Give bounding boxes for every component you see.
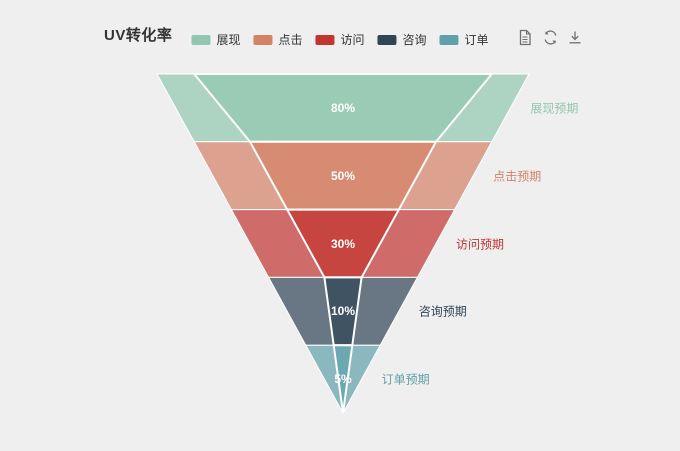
funnel-inside-value-label: 5% — [334, 372, 352, 387]
save-image-icon[interactable] — [567, 29, 583, 46]
legend-item-点击[interactable]: 点击 — [253, 31, 302, 48]
legend-swatch-icon — [191, 34, 211, 45]
funnel-expected-label: 咨询预期 — [418, 304, 467, 319]
funnel-inside-value-label: 80% — [330, 100, 356, 115]
funnel-expected-label: 展现预期 — [530, 101, 579, 116]
funnel-segment-actual-订单[interactable] — [332, 344, 354, 414]
funnel-expected-label: 访问预期 — [456, 237, 505, 251]
legend-item-label: 展现 — [216, 33, 241, 47]
funnel-expected-label: 点击预期 — [493, 169, 542, 184]
legend-item-label: 访问 — [340, 33, 365, 47]
legend-item-咨询[interactable]: 咨询 — [377, 31, 427, 48]
legend-swatch-icon — [377, 34, 397, 45]
chart-title: UV转化率 — [104, 27, 173, 44]
legend-item-label: 订单 — [464, 33, 489, 47]
legend-item-订单[interactable]: 订单 — [439, 31, 489, 48]
funnel-inside-value-label: 10% — [330, 304, 356, 319]
legend-item-展现[interactable]: 展现 — [191, 31, 240, 48]
legend-item-label: 点击 — [278, 33, 303, 47]
legend-item-访问[interactable]: 访问 — [315, 31, 365, 48]
legend-item-label: 咨询 — [402, 33, 427, 47]
funnel-inside-value-label: 30% — [330, 236, 356, 251]
legend-swatch-icon — [253, 34, 273, 45]
toolbox — [517, 29, 583, 46]
restore-icon[interactable] — [542, 29, 558, 46]
legend: 展现 点击 访问 咨询 订单 — [191, 31, 489, 48]
funnel-inside-value-label: 50% — [330, 168, 356, 183]
data-view-icon[interactable] — [517, 29, 533, 46]
legend-swatch-icon — [439, 34, 459, 45]
funnel-expected-label: 订单预期 — [381, 372, 430, 387]
legend-swatch-icon — [315, 34, 335, 45]
